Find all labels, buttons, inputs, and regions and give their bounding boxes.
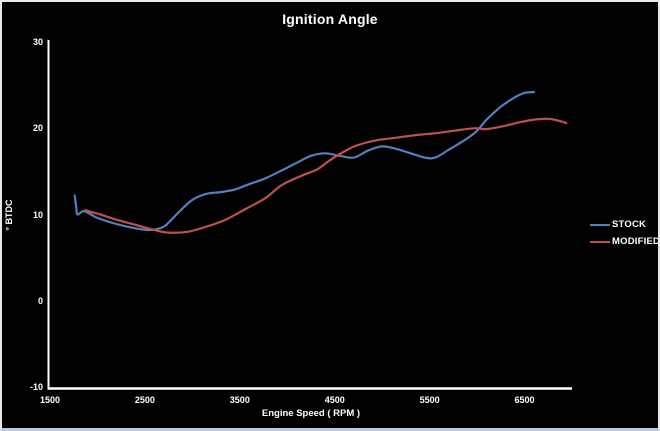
x-tick-label-5500: 5500 (419, 395, 440, 405)
chart-title: Ignition Angle (282, 11, 378, 27)
stock-line-swatch-icon (590, 223, 610, 226)
x-tick-label-3500: 3500 (229, 395, 250, 405)
legend: STOCK MODIFIED (590, 216, 660, 250)
legend-item-stock: STOCK (590, 216, 658, 233)
x-tick-label-6500: 6500 (514, 395, 535, 405)
x-axis-title: Engine Speed ( RPM ) (261, 408, 361, 419)
y-tick-label-20: 20 (32, 123, 43, 134)
y-tick-label-30: 30 (32, 37, 43, 47)
y-tick-label--10: -10 (29, 382, 43, 392)
x-tick-label-2500: 2500 (134, 395, 155, 405)
legend-label-modified: MODIFIED (612, 236, 660, 247)
y-tick-label-0: 0 (37, 295, 43, 306)
x-tick-label-4500: 4500 (324, 395, 345, 405)
y-tick-label-10: 10 (32, 209, 43, 220)
modified-line-swatch-icon (590, 240, 610, 243)
y-axis-title: ° BTDC (4, 199, 14, 231)
legend-item-modified: MODIFIED (590, 233, 660, 250)
x-tick-label-1500: 1500 (39, 395, 61, 405)
series-modified-line (84, 117, 568, 234)
series-stock-line (73, 90, 536, 232)
legend-label-stock: STOCK (612, 219, 647, 230)
